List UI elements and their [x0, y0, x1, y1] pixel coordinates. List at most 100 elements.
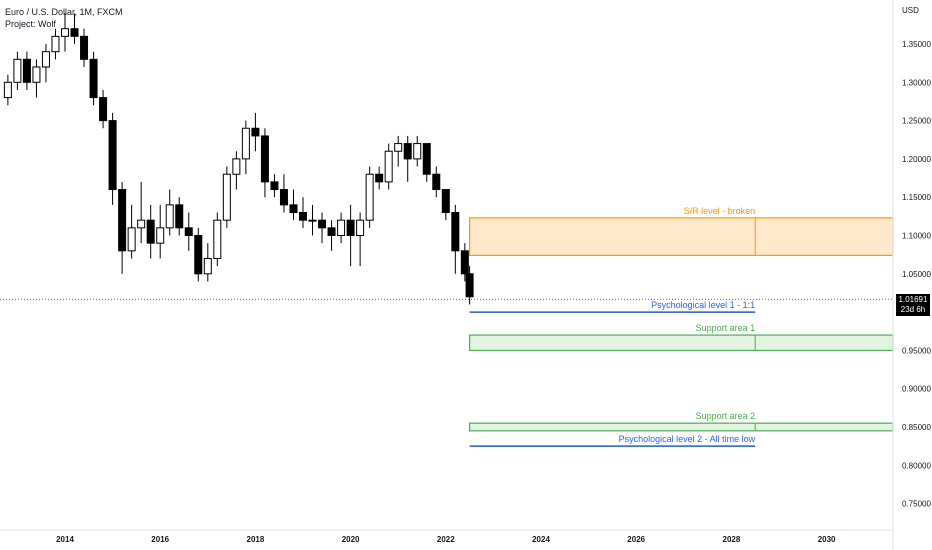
- candle: [346, 204, 355, 267]
- candle: [222, 166, 231, 228]
- candle: [270, 174, 279, 198]
- price-tick-label: 0.85000: [902, 423, 931, 432]
- candle-body-down: [432, 173, 441, 191]
- candle-body-down: [70, 28, 79, 37]
- time-tick-label: 2030: [818, 535, 836, 544]
- time-axis[interactable]: 2014 2016 2018 2020 2022 2024 2026 2028 2030: [56, 535, 836, 544]
- candle: [165, 189, 174, 236]
- candle-body-up: [61, 28, 69, 37]
- candle: [213, 212, 222, 267]
- candle-body-down: [175, 204, 184, 229]
- candle-body-down: [318, 219, 327, 229]
- candle-body-down: [465, 273, 474, 298]
- candle-body-up: [203, 257, 212, 275]
- candle-body-up: [3, 81, 12, 99]
- candle-body-down: [327, 227, 336, 236]
- candle-body-up: [222, 173, 231, 221]
- time-tick-label: 2026: [627, 535, 645, 544]
- candle: [175, 197, 184, 236]
- candle-body-up: [137, 219, 146, 229]
- candle-body-up: [32, 66, 41, 83]
- candle: [89, 51, 98, 106]
- candle-body-down: [403, 143, 412, 160]
- psychological-level-label: Psychological level 1 - 1:1: [651, 300, 755, 310]
- candle: [194, 227, 203, 282]
- candle: [61, 13, 69, 52]
- price-tick-label: 1.15000: [902, 193, 931, 202]
- candle-body-up: [13, 58, 22, 83]
- candle: [146, 204, 155, 259]
- candle: [375, 166, 384, 190]
- candle: [327, 220, 336, 251]
- candle-body-up: [356, 219, 365, 236]
- time-tick-label: 2018: [247, 535, 265, 544]
- candle: [137, 181, 146, 244]
- candle-body-up: [308, 219, 317, 222]
- candle: [413, 135, 422, 167]
- time-tick-label: 2022: [437, 535, 455, 544]
- candle: [51, 28, 60, 60]
- candle: [156, 204, 165, 259]
- candle: [337, 212, 346, 244]
- candle: [184, 212, 193, 251]
- candle-body-down: [346, 219, 355, 236]
- candle: [356, 212, 365, 267]
- price-tick-label: 1.05000: [902, 270, 931, 279]
- zone-support-3: [469, 422, 894, 432]
- time-tick-label: 2020: [342, 535, 360, 544]
- candle: [13, 51, 22, 90]
- symbol-title: Euro / U.S. Dollar, 1M, FXCM: [5, 7, 123, 17]
- chart-legend: Euro / U.S. Dollar, 1M, FXCM Project: Wo…: [5, 6, 123, 30]
- price-tick-label: 0.95000: [902, 346, 931, 355]
- candle: [451, 204, 460, 274]
- candle-body-down: [184, 227, 193, 236]
- zone-support-2: [469, 334, 894, 351]
- last-price-tag: 1.01691 23d 6h: [896, 294, 930, 317]
- candle-body-up: [241, 127, 250, 160]
- candle-body-down: [279, 189, 288, 206]
- candle-body-down: [460, 250, 469, 275]
- candle: [241, 120, 250, 175]
- time-tick-label: 2024: [532, 535, 550, 544]
- price-tick-label: 1.35000: [902, 40, 931, 49]
- candle-body-down: [422, 143, 431, 175]
- candle: [308, 204, 317, 236]
- candle: [127, 204, 136, 259]
- candle-body-up: [384, 150, 393, 183]
- candle: [3, 74, 12, 106]
- zone-resistance-1: [469, 217, 894, 257]
- candle: [203, 243, 212, 282]
- candle: [289, 189, 298, 221]
- candle: [403, 135, 412, 182]
- zone-label: Support area 2: [696, 411, 756, 421]
- candle: [99, 89, 108, 129]
- candle: [260, 128, 269, 198]
- candle-body-down: [375, 173, 384, 183]
- indicator-label: Project: Wolf: [5, 19, 56, 29]
- candle-body-up: [51, 35, 60, 53]
- candle-body-up: [127, 227, 136, 252]
- candle: [299, 197, 307, 228]
- candle-body-up: [41, 51, 50, 68]
- price-axis[interactable]: 1.35000 1.30000 1.25000 1.20000 1.15000 1.100…: [902, 40, 931, 509]
- candle: [384, 143, 393, 190]
- candle-body-down: [22, 58, 31, 83]
- candle-body-down: [118, 189, 127, 252]
- price-tick-label: 0.80000: [902, 461, 931, 470]
- candle: [70, 13, 79, 44]
- bar-countdown: 23d 6h: [900, 305, 926, 315]
- candle: [279, 174, 288, 213]
- candle-body-down: [299, 212, 307, 221]
- candle-body-down: [146, 219, 155, 244]
- time-tick-label: 2014: [56, 535, 74, 544]
- candle-body-up: [365, 173, 374, 221]
- zone-label: S/R level - broken: [684, 206, 756, 216]
- candle-body-down: [251, 127, 260, 137]
- candle-body-up: [413, 143, 422, 160]
- price-tick-label: 0.75000: [902, 500, 931, 509]
- candle: [460, 243, 469, 282]
- candle: [108, 112, 117, 205]
- candle: [251, 112, 260, 152]
